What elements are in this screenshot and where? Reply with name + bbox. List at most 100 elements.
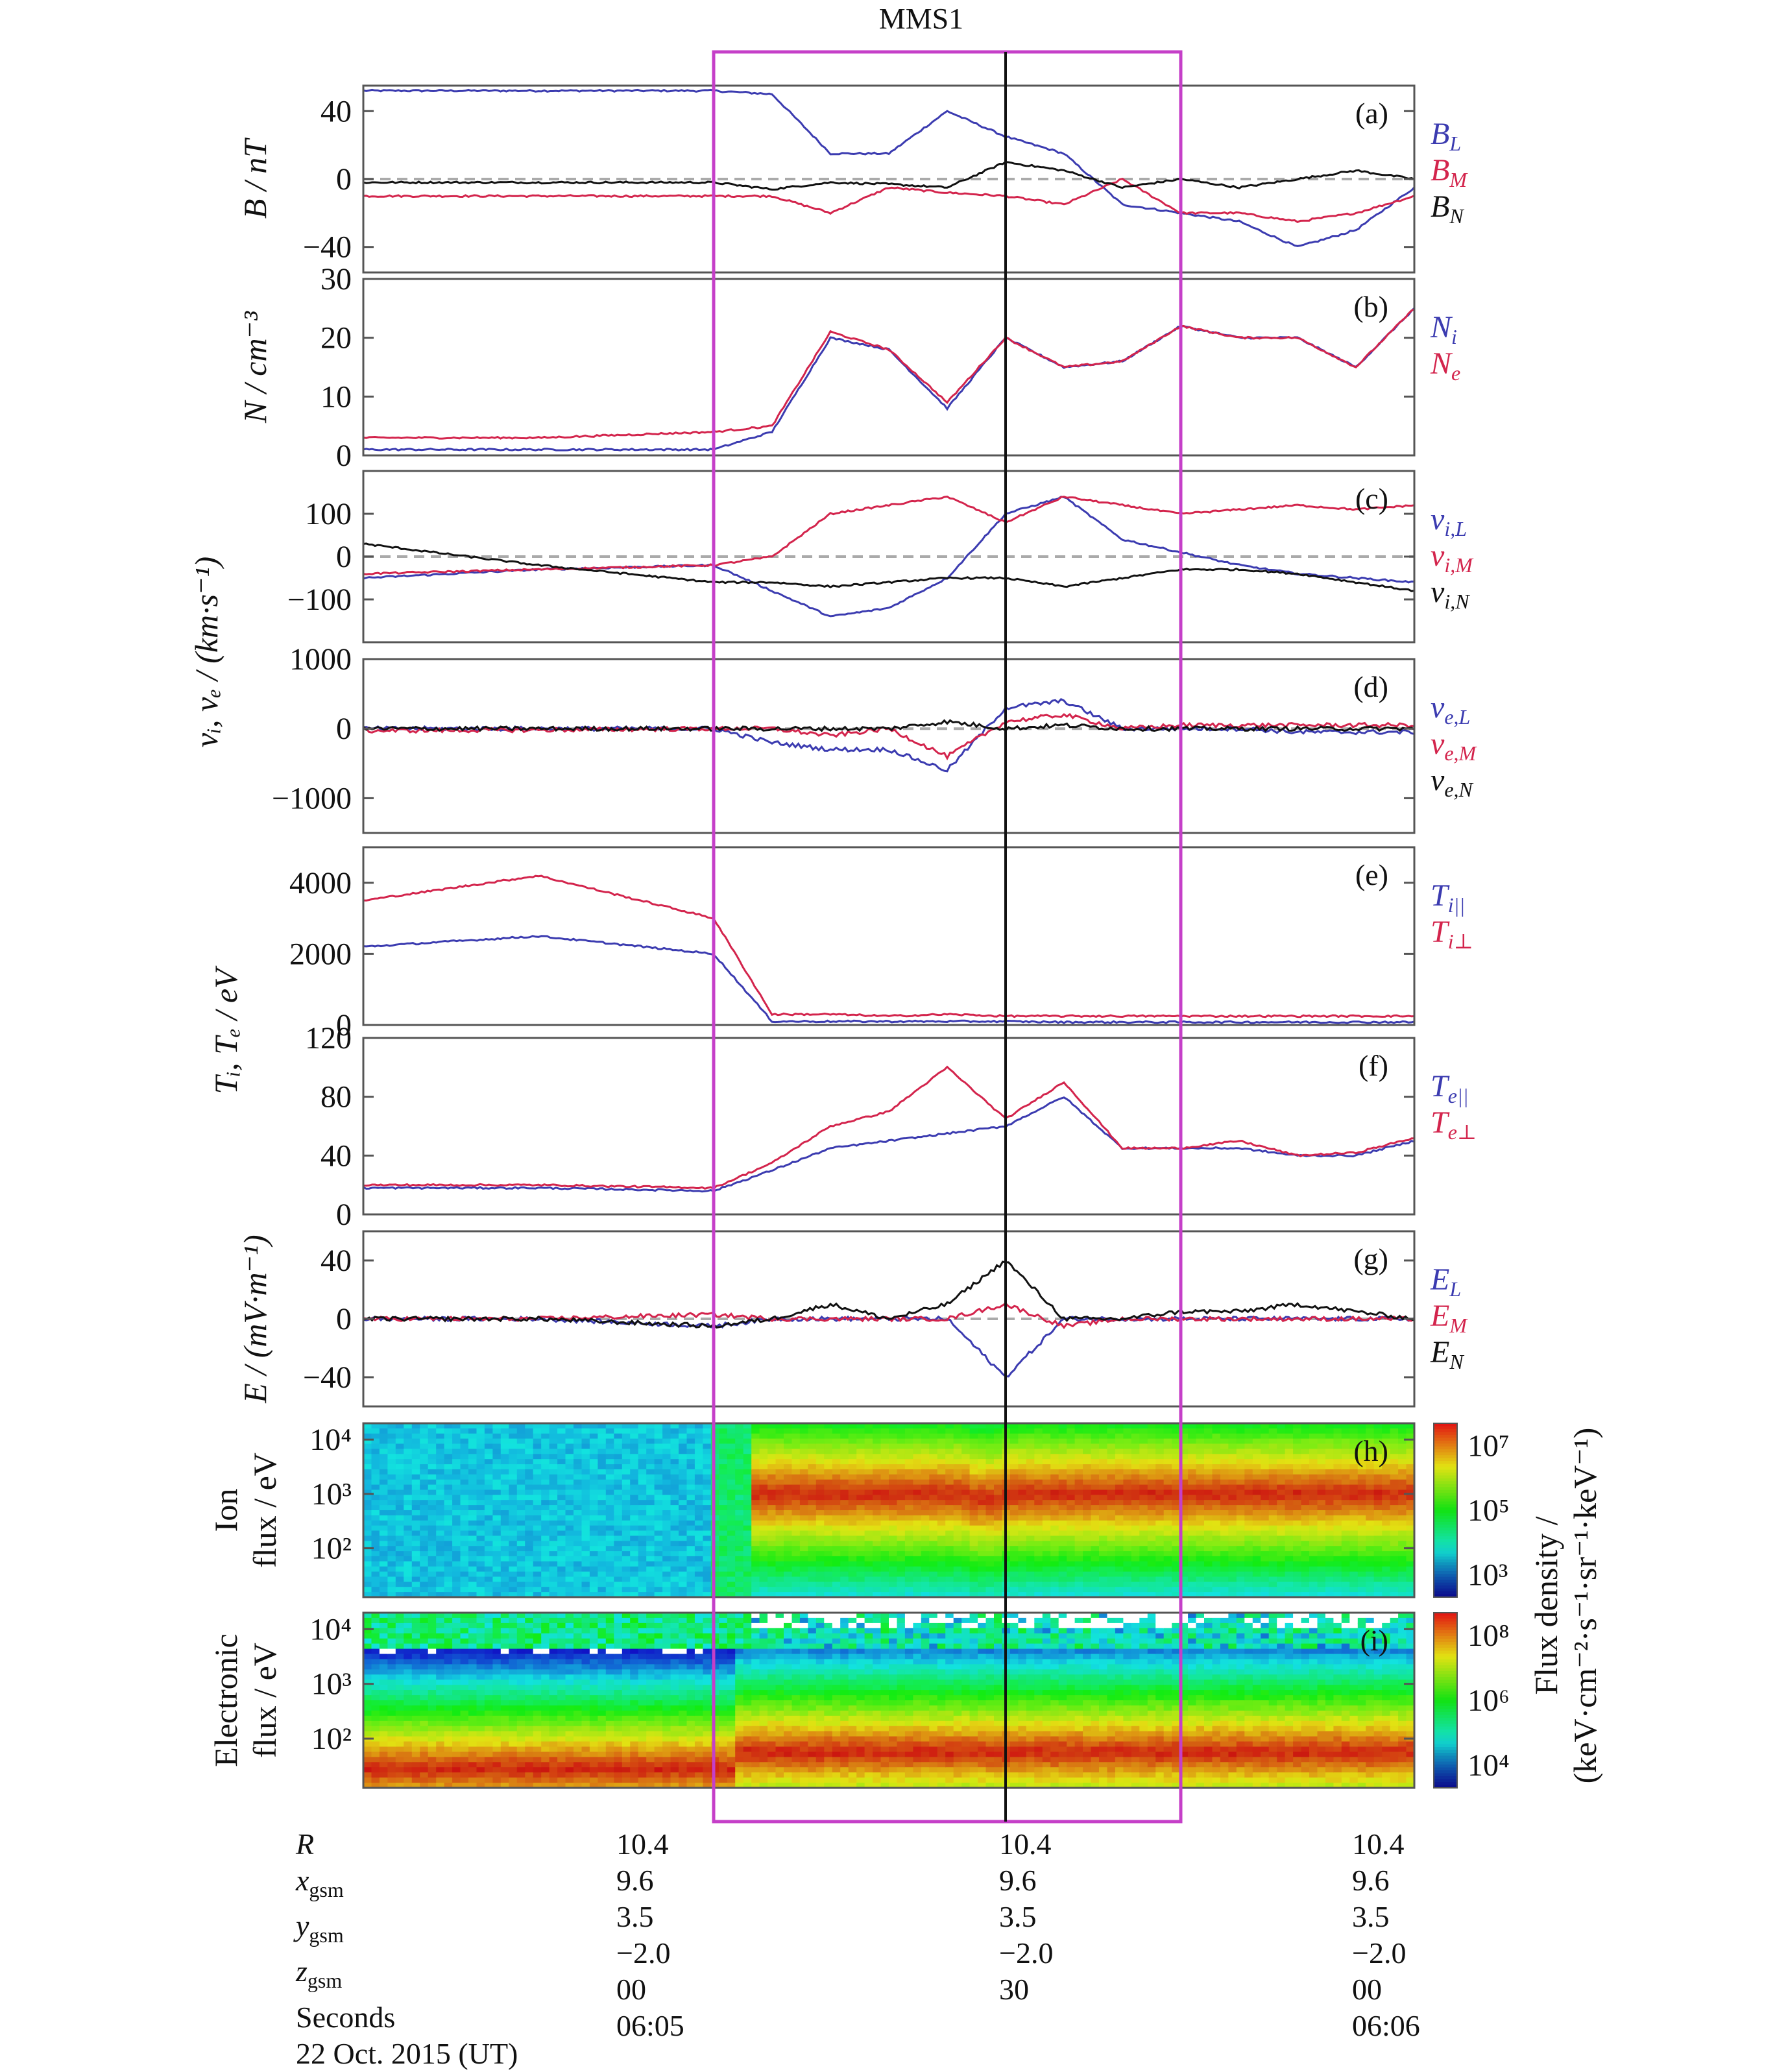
table-cell: −2.0 <box>1352 1935 1420 1971</box>
colorbar-tick-label: 10³ <box>1468 1558 1508 1592</box>
y-tick-label: 10⁴ <box>309 1612 352 1646</box>
y-axis-label: Electronic <box>208 1633 244 1766</box>
y-tick-label: 80 <box>320 1080 352 1114</box>
table-cell: −2.0 <box>999 1935 1053 1971</box>
panel-tag: (h) <box>1353 1434 1388 1467</box>
y-axis-label: flux / eV <box>247 1452 283 1568</box>
table-cell: 30 <box>999 1971 1053 2008</box>
series-e-m <box>363 1303 1414 1327</box>
y-tick-label: 40 <box>320 94 352 128</box>
panel-frame <box>363 659 1414 833</box>
y-tick-label: 10 <box>320 379 352 414</box>
table-cell: 10.4 <box>1352 1826 1420 1862</box>
y-tick-label: 2000 <box>289 937 352 971</box>
colorbar-tick-label: 10⁴ <box>1468 1748 1510 1783</box>
y-axis-label: Ion <box>208 1489 244 1532</box>
table-cell: 06:06 <box>1352 2008 1420 2044</box>
velocity-axis-label: vᵢ, vₑ / (km·s⁻¹) <box>188 557 224 747</box>
y-tick-label: 120 <box>305 1021 352 1055</box>
colorbar-tick-label: 10⁷ <box>1468 1429 1510 1464</box>
legend-entry: EL <box>1430 1262 1461 1301</box>
y-tick-label: −40 <box>303 230 352 265</box>
y-tick-label: 40 <box>320 1244 352 1278</box>
electron-spectrogram <box>363 1613 1415 1789</box>
legend-entry: Ti⊥ <box>1431 915 1473 953</box>
y-tick-label: −40 <box>303 1360 352 1395</box>
y-tick-label: 10³ <box>311 1477 352 1512</box>
series-t-i-- <box>363 936 1414 1023</box>
series-n-i <box>363 308 1414 450</box>
table-cell: 00 <box>616 1971 684 2008</box>
row-label: Seconds <box>296 1999 518 2036</box>
series-n-e <box>363 309 1414 439</box>
series-b-n <box>363 162 1414 190</box>
y-axis-label: E / (mV·m⁻¹) <box>237 1235 273 1403</box>
y-tick-label: 1000 <box>289 642 352 677</box>
panel-c: 1000−100(c)vi,Lvi,Mvi,N <box>287 471 1474 642</box>
table-cell: 9.6 <box>616 1862 684 1899</box>
row-label: xgsm <box>296 1862 518 1908</box>
panel-tag: (e) <box>1355 858 1388 891</box>
legend-entry: ve,L <box>1431 690 1470 729</box>
legend-entry: Te|| <box>1431 1069 1469 1107</box>
y-tick-label: 0 <box>336 1198 352 1232</box>
legend-entry: vi,N <box>1431 575 1470 613</box>
legend-entry: BN <box>1431 189 1464 228</box>
row-label: zgsm <box>296 1953 518 1999</box>
legend-entry: Te⊥ <box>1431 1105 1477 1144</box>
colorbar-tick-label: 10⁶ <box>1468 1683 1510 1718</box>
y-tick-label: 4000 <box>289 866 352 900</box>
panel-tag: (i) <box>1360 1624 1388 1657</box>
y-tick-label: 0 <box>336 439 352 473</box>
panel-tag: (c) <box>1355 482 1388 515</box>
legend-entry: Ti|| <box>1431 878 1465 917</box>
y-tick-label: 10² <box>311 1722 352 1756</box>
legend-entry: ve,N <box>1431 763 1474 801</box>
legend-entry: EN <box>1430 1335 1464 1373</box>
table-cell: 10.4 <box>999 1826 1053 1862</box>
ion-colorbar: 10⁷ 10⁵ 10³ <box>1434 1423 1510 1598</box>
y-axis-label: flux / eV <box>247 1643 283 1758</box>
series-t-i- <box>363 876 1414 1017</box>
y-tick-label: 0 <box>336 712 352 746</box>
panel-tag: (d) <box>1353 670 1388 703</box>
legend-entry: BM <box>1431 153 1468 191</box>
table-cell: 3.5 <box>616 1899 684 1935</box>
series-e-l <box>363 1317 1414 1377</box>
table-cell: 00 <box>1352 1971 1420 2008</box>
y-tick-label: −100 <box>287 583 352 617</box>
table-cell: 9.6 <box>1352 1862 1420 1899</box>
y-tick-label: −1000 <box>272 781 352 815</box>
y-tick-label: 0 <box>336 162 352 197</box>
row-label: R <box>296 1826 518 1862</box>
row-label: ygsm <box>296 1908 518 1953</box>
legend-entry: Ni <box>1430 310 1457 348</box>
colorbar-tick-label: 10⁵ <box>1468 1493 1510 1528</box>
colorbar-label: Flux density / <box>1528 1516 1564 1694</box>
y-tick-label: 20 <box>320 321 352 355</box>
legend-entry: BL <box>1431 117 1461 155</box>
y-tick-label: 100 <box>305 497 352 531</box>
table-cell <box>999 2008 1053 2044</box>
y-tick-label: 10² <box>311 1532 352 1566</box>
panel-tag: (b) <box>1353 290 1388 323</box>
table-cell: −2.0 <box>616 1935 684 1971</box>
y-tick-label: 10⁴ <box>309 1423 352 1457</box>
temperature-axis-label: Tᵢ, Tₑ / eV <box>208 965 244 1094</box>
table-cell: 3.5 <box>1352 1899 1420 1935</box>
y-tick-label: 0 <box>336 540 352 574</box>
legend-entry: EM <box>1430 1299 1468 1337</box>
table-cell: 06:05 <box>616 2008 684 2044</box>
y-tick-label: 40 <box>320 1138 352 1173</box>
